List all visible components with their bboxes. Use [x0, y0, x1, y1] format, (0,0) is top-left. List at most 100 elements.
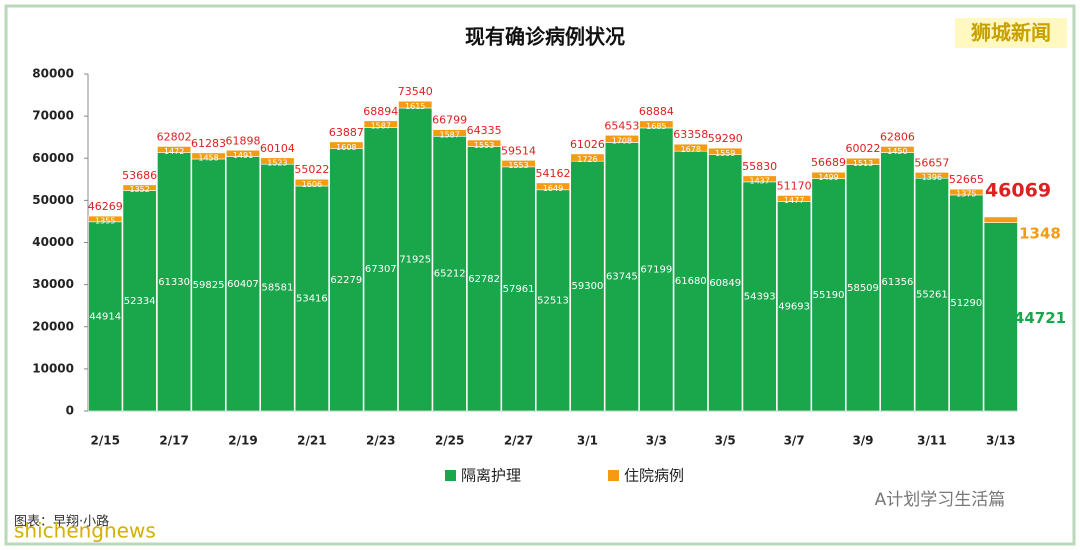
- bar-segment-hospital: [983, 216, 1018, 223]
- bar-segment-isolation: [225, 156, 261, 412]
- total-label: 56689: [811, 156, 846, 169]
- value-label: 1499: [818, 173, 838, 182]
- value-label: 1615: [405, 102, 425, 111]
- total-label: 60104: [260, 142, 295, 155]
- value-label: 1375: [956, 190, 976, 199]
- value-label: 52334: [124, 296, 156, 307]
- x-tick-label: 3/11: [917, 434, 946, 448]
- y-tick-label: 50000: [32, 193, 74, 207]
- total-label: 62806: [880, 130, 915, 143]
- bar-segment-isolation: [673, 150, 708, 412]
- watermark: 狮城新闻: [971, 21, 1051, 45]
- value-label: 44914: [89, 311, 121, 322]
- bar-segment-isolation: [501, 166, 536, 412]
- value-label: 55190: [813, 290, 845, 301]
- bar-segment-isolation: [708, 154, 743, 412]
- value-label: 52513: [537, 295, 569, 306]
- value-label: 1678: [681, 145, 701, 154]
- y-tick-label: 30000: [32, 277, 74, 291]
- total-label: 59514: [501, 144, 536, 157]
- bar-segment-hospital: [880, 146, 915, 153]
- bar-segment-isolation: [914, 177, 949, 412]
- value-label: 1708: [612, 136, 632, 145]
- total-label: 68884: [639, 105, 674, 118]
- value-label: 1355: [95, 216, 115, 225]
- total-label: 63358: [673, 128, 708, 141]
- value-label: 1477: [784, 196, 804, 205]
- value-label: 59825: [193, 280, 225, 291]
- bar-segment-hospital: [708, 147, 743, 155]
- bar-segment-isolation: [949, 194, 984, 412]
- x-tick-label: 2/27: [504, 434, 533, 448]
- value-label: 1587: [371, 122, 391, 131]
- value-label: 67307: [365, 264, 397, 275]
- value-label: 60407: [227, 279, 259, 290]
- bar-segment-isolation: [639, 127, 674, 412]
- total-label: 61026: [570, 138, 605, 151]
- x-tick-label: 2/21: [297, 434, 326, 448]
- value-label: 51290: [950, 298, 982, 309]
- total-label: 59290: [708, 132, 743, 145]
- value-label: 67199: [640, 264, 672, 275]
- total-label: 55022: [294, 163, 329, 176]
- value-label: 60849: [709, 278, 741, 289]
- value-label: 59300: [572, 281, 604, 292]
- total-label: 63887: [329, 126, 364, 139]
- bar-segment-hospital: [742, 175, 777, 183]
- bar-segment-isolation: [294, 185, 329, 412]
- total-label: 46269: [88, 200, 123, 213]
- total-label: 52665: [949, 173, 984, 186]
- bar-segment-hospital: [570, 153, 605, 162]
- watermark-bg: [955, 18, 1067, 48]
- value-label: 1553: [474, 141, 494, 150]
- bar-segment-hospital: [639, 120, 674, 129]
- value-label: 54393: [744, 291, 776, 302]
- x-tick-label: 2/17: [159, 434, 188, 448]
- bar-segment-hospital: [294, 178, 329, 187]
- x-tick-label: 3/5: [715, 434, 736, 448]
- total-label: 64335: [467, 124, 502, 137]
- value-label: 62279: [330, 275, 362, 286]
- legend-label: 隔离护理: [461, 467, 521, 485]
- bar-segment-isolation: [363, 127, 398, 412]
- bar-segment-isolation: [983, 222, 1018, 412]
- x-tick-label: 3/1: [577, 434, 598, 448]
- bar-segment-isolation: [880, 152, 915, 412]
- total-label: 46069: [985, 179, 1051, 201]
- y-tick-label: 80000: [32, 67, 74, 81]
- y-tick-label: 0: [66, 404, 74, 418]
- total-label: 68894: [363, 105, 398, 118]
- value-label: 58509: [847, 283, 879, 294]
- total-label: 56657: [914, 156, 949, 169]
- total-label: 60022: [846, 142, 881, 155]
- y-tick-label: 70000: [32, 109, 74, 123]
- bar-segment-isolation: [467, 146, 502, 412]
- value-label: 1523: [267, 159, 287, 168]
- bar-segment-hospital: [845, 157, 881, 165]
- total-label: 51170: [777, 179, 812, 192]
- bar-segment-hospital: [88, 215, 123, 223]
- bar-segment-hospital: [673, 143, 708, 152]
- bar-segment-isolation: [191, 158, 226, 412]
- value-label: 57961: [503, 284, 535, 295]
- total-label: 61898: [226, 134, 261, 147]
- bar-segment-hospital: [122, 184, 157, 191]
- value-label: 1649: [543, 184, 563, 193]
- value-label: 1685: [646, 122, 666, 131]
- bar-segment-hospital: [777, 195, 812, 202]
- y-tick-label: 40000: [32, 235, 74, 249]
- total-label: 54162: [536, 167, 571, 180]
- bar-segment-hospital: [191, 152, 226, 160]
- value-label: 1437: [749, 176, 769, 185]
- chart-title: 现有确诊病例状况: [465, 25, 625, 49]
- x-tick-label: 3/7: [784, 434, 805, 448]
- value-label: 1450: [887, 147, 907, 156]
- value-label: 61356: [882, 277, 914, 288]
- bar-segment-hospital: [811, 171, 846, 179]
- value-label: 1396: [922, 173, 942, 182]
- bar-segment-hospital: [432, 129, 467, 137]
- value-label: 1553: [508, 161, 528, 170]
- total-label: 73540: [398, 85, 433, 98]
- value-label: 44721: [1014, 309, 1066, 327]
